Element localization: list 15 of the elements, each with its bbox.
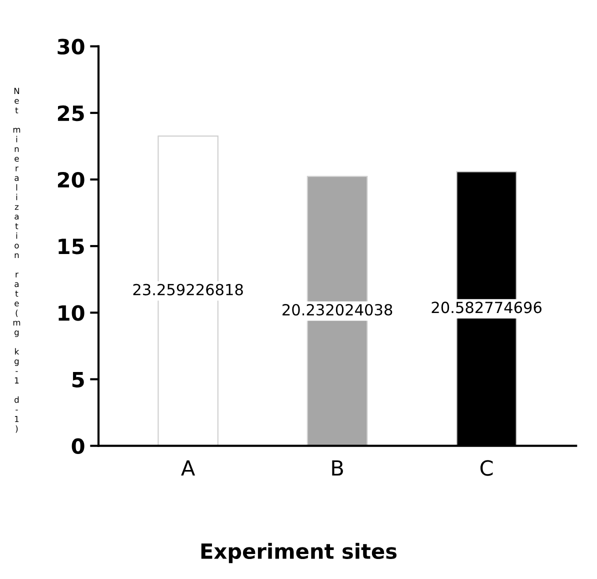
text: Net mineralization rate(mg kg-1 d-1) xyxy=(13,88,20,433)
data-label: 20.232024038 xyxy=(282,304,392,316)
x-tick-label: B xyxy=(332,460,343,476)
x-axis-title: Experiment sites xyxy=(201,542,397,564)
y-tick-label: 25 xyxy=(58,105,84,122)
data-label: 20.582774696 xyxy=(432,302,542,314)
x-tick-label: A xyxy=(181,460,196,476)
y-tick-label: 15 xyxy=(58,238,84,254)
y-tick-label: 5 xyxy=(72,372,84,388)
data-label: 23.259226818 xyxy=(133,284,243,296)
x-tick-label: C xyxy=(480,460,493,476)
y-tick-label: 10 xyxy=(58,305,84,321)
y-tick-label: 30 xyxy=(58,38,84,55)
y-tick-label: 0 xyxy=(72,438,84,454)
y-tick-label: 20 xyxy=(58,172,84,188)
